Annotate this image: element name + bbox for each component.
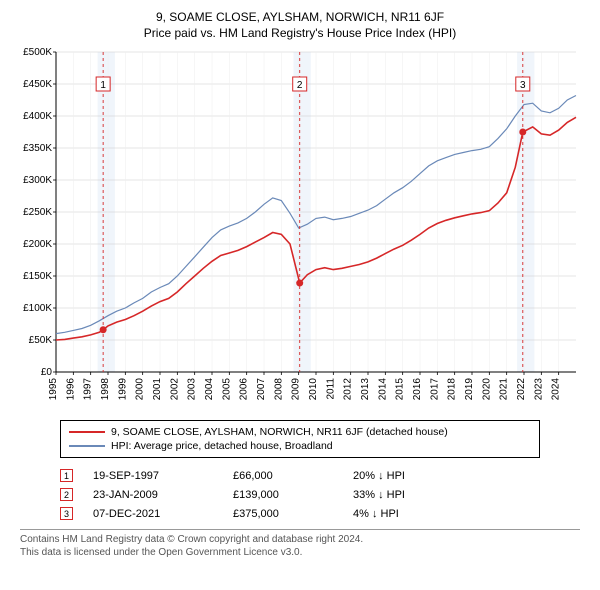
svg-text:2019: 2019 [464,378,475,401]
svg-text:2011: 2011 [325,378,336,400]
svg-text:2000: 2000 [135,378,146,401]
svg-text:2001: 2001 [152,378,163,401]
sale-marker-box: 1 [60,469,73,482]
footer-line1: Contains HM Land Registry data © Crown c… [20,533,580,546]
legend-label: HPI: Average price, detached house, Broa… [111,440,333,452]
svg-text:£100K: £100K [23,303,52,314]
svg-text:2017: 2017 [429,378,440,401]
sale-row: 1 19-SEP-1997 £66,000 20% ↓ HPI [60,466,540,485]
svg-text:2013: 2013 [360,378,371,401]
svg-text:2016: 2016 [412,378,423,401]
svg-text:2014: 2014 [377,378,388,401]
svg-text:3: 3 [520,80,526,91]
root: 9, SOAME CLOSE, AYLSHAM, NORWICH, NR11 6… [0,0,600,590]
sale-date: 23-JAN-2009 [93,489,213,501]
svg-text:2021: 2021 [499,378,510,401]
svg-text:2: 2 [297,80,303,91]
sale-marker-box: 3 [60,507,73,520]
svg-text:£450K: £450K [23,79,52,90]
svg-text:1998: 1998 [100,378,111,401]
legend-row: 9, SOAME CLOSE, AYLSHAM, NORWICH, NR11 6… [69,425,531,439]
sale-price: £139,000 [233,489,333,501]
svg-text:2006: 2006 [239,378,250,401]
svg-text:£0: £0 [41,367,53,378]
svg-text:2007: 2007 [256,378,267,401]
sale-date: 19-SEP-1997 [93,470,213,482]
svg-text:2018: 2018 [447,378,458,401]
svg-text:£250K: £250K [23,207,52,218]
svg-text:1997: 1997 [83,378,94,401]
legend-row: HPI: Average price, detached house, Broa… [69,439,531,453]
legend-swatch [69,445,105,447]
sale-marker-box: 2 [60,488,73,501]
sale-price: £66,000 [233,470,333,482]
svg-text:2004: 2004 [204,378,215,401]
svg-text:1996: 1996 [65,378,76,401]
svg-text:£50K: £50K [29,335,53,346]
sale-row: 3 07-DEC-2021 £375,000 4% ↓ HPI [60,504,540,523]
svg-text:2015: 2015 [395,378,406,401]
svg-text:£300K: £300K [23,175,52,186]
sale-price: £375,000 [233,508,333,520]
svg-text:2022: 2022 [516,378,527,401]
chart-svg: £0 £50K £100K £150K £200K £250K £300K £350K £400… [12,46,588,414]
sale-diff: 4% ↓ HPI [353,508,540,520]
footer-line2: This data is licensed under the Open Gov… [20,546,580,559]
legend-swatch [69,431,105,433]
sale-date: 07-DEC-2021 [93,508,213,520]
svg-text:1999: 1999 [117,378,128,401]
svg-text:£200K: £200K [23,239,52,250]
svg-text:£500K: £500K [23,47,52,58]
svg-text:£150K: £150K [23,271,52,282]
svg-text:£400K: £400K [23,111,52,122]
svg-text:2002: 2002 [169,378,180,401]
svg-text:2010: 2010 [308,378,319,401]
svg-text:£350K: £350K [23,143,52,154]
svg-text:2020: 2020 [481,378,492,401]
svg-text:2008: 2008 [273,378,284,401]
svg-text:2024: 2024 [551,378,562,401]
legend: 9, SOAME CLOSE, AYLSHAM, NORWICH, NR11 6… [60,420,540,458]
sale-diff: 33% ↓ HPI [353,489,540,501]
title-address: 9, SOAME CLOSE, AYLSHAM, NORWICH, NR11 6… [10,10,590,24]
sales-table: 1 19-SEP-1997 £66,000 20% ↓ HPI 2 23-JAN-2009… [60,466,540,523]
title-subtitle: Price paid vs. HM Land Registry's House … [10,26,590,40]
svg-text:2005: 2005 [221,378,232,401]
svg-text:2023: 2023 [533,378,544,401]
sale-row: 2 23-JAN-2009 £139,000 33% ↓ HPI [60,485,540,504]
legend-label: 9, SOAME CLOSE, AYLSHAM, NORWICH, NR11 6… [111,426,448,438]
svg-text:2012: 2012 [343,378,354,401]
svg-text:1: 1 [100,80,106,91]
svg-text:2009: 2009 [291,378,302,401]
svg-text:2003: 2003 [187,378,198,401]
chart-area: £0 £50K £100K £150K £200K £250K £300K £350K £400… [12,46,588,414]
svg-text:1995: 1995 [48,378,59,401]
chart-title-block: 9, SOAME CLOSE, AYLSHAM, NORWICH, NR11 6… [10,10,590,40]
sale-diff: 20% ↓ HPI [353,470,540,482]
footer-attribution: Contains HM Land Registry data © Crown c… [20,529,580,559]
